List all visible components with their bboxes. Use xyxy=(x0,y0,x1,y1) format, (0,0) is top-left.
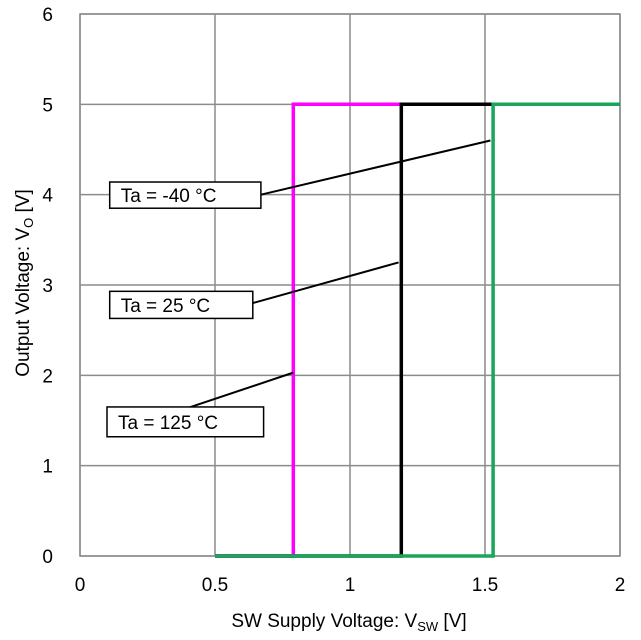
y-tick-labels: 0 1 2 3 4 5 6 xyxy=(42,5,53,568)
annotation-box xyxy=(108,181,262,209)
annotation-label: Ta = -40 °C xyxy=(121,186,217,207)
annotation-label: Ta = 25 °C xyxy=(121,296,210,317)
x-tick-label: 0 xyxy=(75,575,86,596)
x-axis-title-main: SW Supply Voltage: V xyxy=(231,611,417,632)
x-tick-labels: 0 0.5 1 1.5 2 xyxy=(75,575,626,596)
annotation-leader-line xyxy=(260,139,491,196)
annotation-box xyxy=(108,290,254,320)
annotation-leader-line xyxy=(252,261,399,305)
annotation-box xyxy=(106,406,265,438)
y-tick-label: 0 xyxy=(42,547,53,568)
y-axis-title: Output Voltage: VO [V] xyxy=(13,189,36,377)
annotation-1: Ta = 25 °C xyxy=(108,261,399,320)
annotation-2: Ta = 125 °C xyxy=(106,371,294,438)
annotation-0: Ta = -40 °C xyxy=(108,139,491,209)
series-layer xyxy=(215,102,620,558)
x-tick-label: 1 xyxy=(345,575,356,596)
x-axis-title-unit: [V] xyxy=(438,611,467,632)
series-line-0 xyxy=(215,102,620,558)
y-axis-title-main: Output Voltage: V xyxy=(13,228,34,377)
y-tick-label: 3 xyxy=(42,276,53,297)
y-axis-title-unit: [V] xyxy=(13,189,34,218)
x-tick-label: 0.5 xyxy=(202,575,228,596)
x-axis-title: SW Supply Voltage: VSW [V] xyxy=(231,611,466,634)
annotations: Ta = -40 °C Ta = 25 °C Ta = 125 °C xyxy=(106,139,491,438)
y-tick-label: 1 xyxy=(42,457,53,478)
x-tick-label: 1.5 xyxy=(472,575,498,596)
y-axis-title-sub: O xyxy=(21,218,36,228)
x-tick-label: 2 xyxy=(615,575,626,596)
annotation-label: Ta = 125 °C xyxy=(118,413,218,434)
series-line-2 xyxy=(215,102,620,558)
y-tick-label: 4 xyxy=(42,186,53,207)
y-tick-label: 5 xyxy=(42,95,53,116)
y-tick-label: 6 xyxy=(42,5,53,26)
y-tick-label: 2 xyxy=(42,366,53,387)
series-line-1 xyxy=(215,102,620,558)
x-axis-title-sub: SW xyxy=(417,619,439,634)
grid xyxy=(79,13,621,557)
annotation-leader-line xyxy=(182,371,294,411)
